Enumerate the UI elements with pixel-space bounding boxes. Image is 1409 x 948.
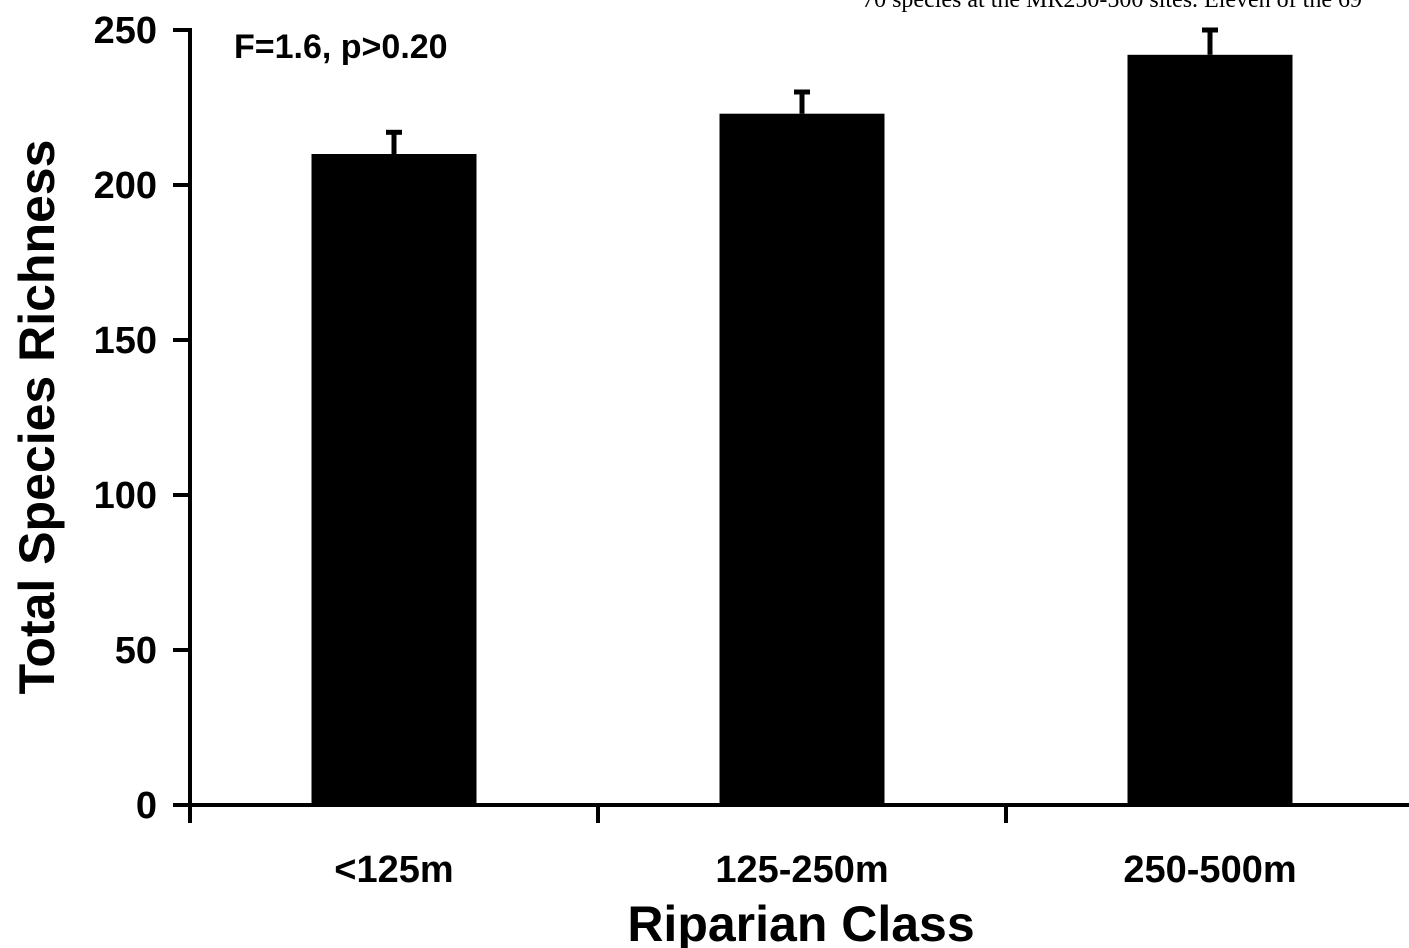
x-axis-title: Riparian Class xyxy=(627,896,974,948)
y-tick-label-3: 150 xyxy=(94,320,157,362)
bar-0 xyxy=(311,154,477,805)
bar-2 xyxy=(1127,54,1293,806)
y-axis-title: Total Species Richness xyxy=(9,140,65,695)
bars-layer xyxy=(311,54,1293,806)
error-bars-layer xyxy=(386,27,1218,154)
x-tick-label-1: 125-250m xyxy=(715,849,888,891)
stats-annotation: F=1.6, p>0.20 xyxy=(234,28,448,66)
y-tick-label-0: 0 xyxy=(136,785,157,827)
bar-1 xyxy=(719,113,885,805)
y-tick-label-1: 50 xyxy=(115,630,157,672)
axes-layer xyxy=(173,28,1409,823)
page-header-fragment: 70 species at the MR250-500 sites. Eleve… xyxy=(862,0,1362,13)
y-tick-label-2: 100 xyxy=(94,475,157,517)
y-tick-label-4: 200 xyxy=(94,165,157,207)
x-tick-label-2: 250-500m xyxy=(1123,849,1296,891)
y-tick-label-5: 250 xyxy=(94,10,157,52)
tick-labels-layer: <125m 125-250m 250-500m 0 50 100 150 200 250 xyxy=(94,10,1297,891)
x-tick-label-0: <125m xyxy=(334,849,453,891)
